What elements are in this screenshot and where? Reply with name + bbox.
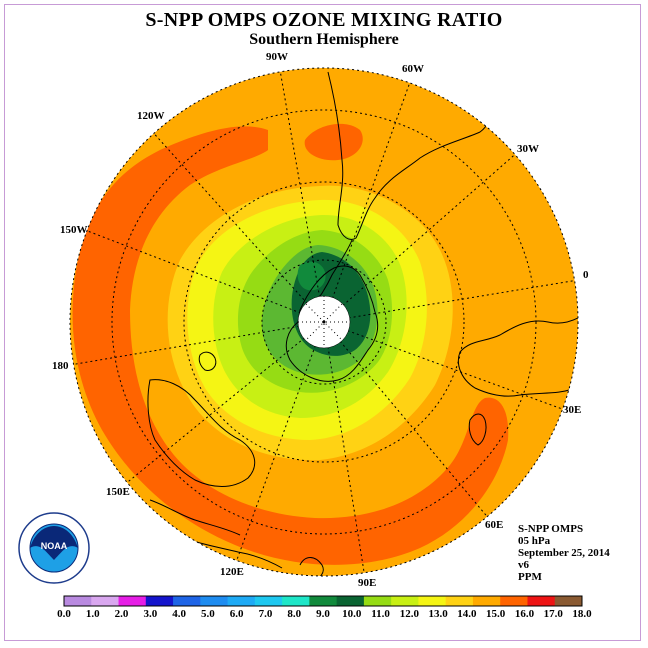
colorbar-cell — [554, 596, 583, 606]
south-pole-marker — [322, 320, 326, 324]
lon-label-120w: 120W — [137, 110, 165, 122]
observation-date: September 25, 2014 — [518, 547, 610, 559]
lon-label-30w: 30W — [517, 143, 539, 155]
colorbar-cell — [391, 596, 419, 606]
colorbar-tick-label: 9.0 — [316, 608, 330, 620]
lon-label-150w: 150W — [60, 224, 88, 236]
colorbar-cell — [118, 596, 147, 606]
colorbar-tick-label: 18.0 — [572, 608, 592, 620]
colorbar-tick-label: 8.0 — [287, 608, 302, 620]
colorbar-tick-label: 15.0 — [486, 608, 506, 620]
lon-label-30e: 30E — [563, 404, 582, 416]
colorbar-cell — [64, 596, 92, 606]
pressure-level: 05 hPa — [518, 535, 551, 547]
colorbar-cell — [500, 596, 528, 606]
colorbar-tick-label: 11.0 — [371, 608, 390, 620]
colorbar-tick-label: 13.0 — [428, 608, 448, 620]
map-boundary — [69, 67, 579, 577]
colorbar-outline — [63, 595, 583, 607]
colorbar-tick-label: 12.0 — [399, 608, 419, 620]
colorbar-cell — [363, 596, 392, 606]
colorbar-tick-label: 6.0 — [229, 608, 244, 620]
colorbar-tick-label: 5.0 — [201, 608, 215, 620]
colorbar-tick-label: 7.0 — [258, 608, 273, 620]
coastlines — [147, 71, 578, 576]
colorbar-cell — [282, 596, 310, 606]
product-version: v6 — [518, 559, 529, 571]
colorbar-tick-label: 17.0 — [543, 608, 563, 620]
noaa-logo-text: NOAA — [41, 541, 68, 551]
colorbar-tick-label: 10.0 — [342, 608, 362, 620]
lon-label-90w: 90W — [266, 51, 288, 63]
colorbar-cell — [472, 596, 501, 606]
colorbar-cell — [227, 596, 256, 606]
noaa-logo: NOAA — [18, 512, 90, 584]
colorbar-tick-label: 16.0 — [514, 608, 535, 620]
lon-label-90e: 90E — [358, 577, 377, 589]
colorbar-cell — [527, 596, 556, 606]
colorbar-cell — [309, 596, 338, 606]
colorbar-tick-label: 4.0 — [172, 608, 186, 620]
colorbar-cell — [200, 596, 229, 606]
band-16-17-blob — [304, 123, 363, 161]
colorbar-cell — [173, 596, 201, 606]
colorbar-cell — [418, 596, 447, 606]
band-9-10-inner — [297, 261, 326, 291]
lon-label-60w: 60W — [402, 63, 424, 75]
lon-label-180: 180 — [52, 360, 69, 372]
colorbar-tick-label: 0.0 — [57, 608, 71, 620]
colorbar-tick-label: 1.0 — [85, 608, 100, 620]
graticule — [70, 69, 578, 576]
colorbar-cell — [254, 596, 283, 606]
image-frame — [4, 4, 641, 641]
lon-label-150e: 150E — [106, 486, 130, 498]
colorbar-tick-label: 3.0 — [143, 608, 158, 620]
page-title: S-NPP OMPS OZONE MIXING RATIO — [145, 9, 503, 31]
lon-label-60e: 60E — [485, 519, 504, 531]
page-subtitle: Southern Hemisphere — [249, 31, 399, 48]
colorbar-cell — [91, 596, 120, 606]
colorbar-cell — [145, 596, 174, 606]
colorbar-cell — [336, 596, 365, 606]
units-label: PPM — [518, 571, 542, 583]
pole-spokes — [298, 296, 350, 348]
instrument-name: S-NPP OMPS — [518, 523, 584, 535]
colorbar-cell — [445, 596, 474, 606]
colorbar-tick-label: 14.0 — [457, 608, 477, 620]
colorbar-tick-label: 2.0 — [114, 608, 129, 620]
lon-label-120e: 120E — [220, 566, 244, 578]
lon-label-0: 0 — [583, 269, 589, 281]
product-info: S-NPP OMPS 05 hPa September 25, 2014 v6 … — [518, 523, 610, 583]
